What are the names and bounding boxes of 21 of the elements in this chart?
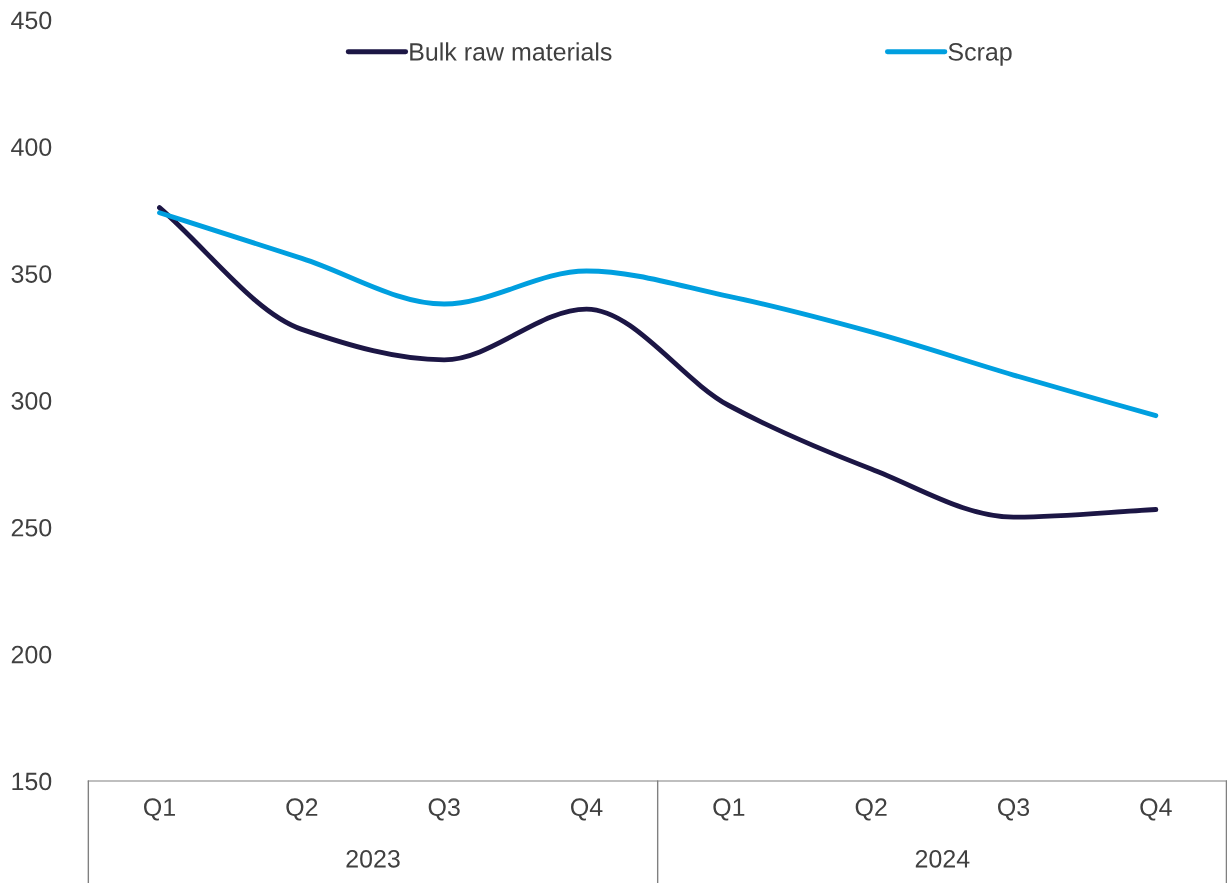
x-tick-label: Q2 [855, 798, 887, 821]
y-tick-label: 250 [11, 518, 52, 537]
x-tick-label: Q4 [571, 798, 603, 821]
x-tick-label: Q3 [998, 798, 1030, 821]
x-tick-label: Q1 [713, 798, 745, 821]
y-tick-label: 350 [11, 265, 52, 283]
text: 2023 [346, 849, 400, 868]
y-tick-label: 200 [11, 645, 52, 664]
line-series [157, 205, 1159, 520]
x-tick-label: Q2 [286, 798, 318, 821]
x-tick-label: Q3 [428, 798, 460, 821]
y-tick-label: 400 [11, 138, 52, 157]
line-series [157, 210, 1159, 419]
legend-label: Bulk raw materials [410, 42, 612, 61]
x-tick-label: Q4 [1140, 798, 1172, 821]
legend-label: Scrap [948, 43, 1012, 66]
text: 2024 [915, 849, 970, 868]
y-tick-label: 450 [11, 11, 52, 30]
y-tick-label: 150 [12, 772, 52, 791]
x-tick-label: Q1 [144, 798, 175, 821]
y-tick-label: 300 [11, 392, 52, 410]
